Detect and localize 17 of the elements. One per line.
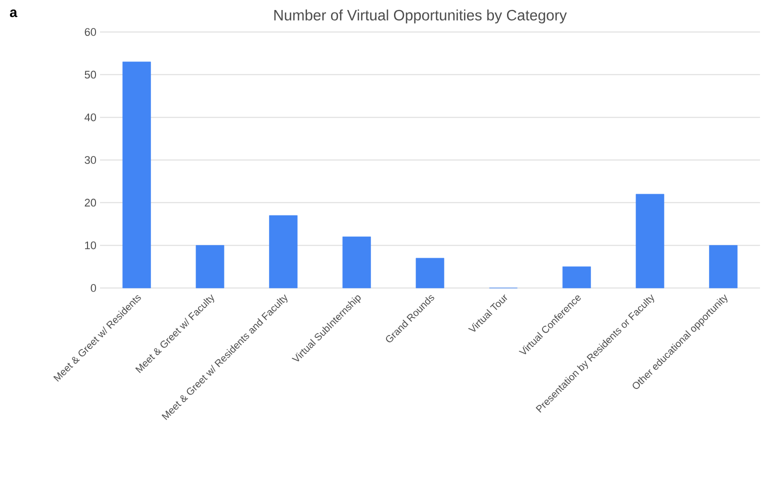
y-tick-label: 10 xyxy=(85,241,96,250)
y-tick-label: 0 xyxy=(90,284,96,292)
y-tick-label: 40 xyxy=(84,113,96,122)
bar xyxy=(416,258,444,288)
y-tick-label: 30 xyxy=(84,156,96,164)
bar xyxy=(709,245,738,288)
text: a xyxy=(10,10,18,18)
bar xyxy=(122,62,151,288)
bar xyxy=(269,215,298,288)
y-tick-label: 50 xyxy=(84,70,96,79)
y-tick-label: 60 xyxy=(84,28,96,36)
bar xyxy=(636,194,664,288)
bar xyxy=(342,236,371,288)
y-tick-label: 20 xyxy=(84,198,96,207)
bar xyxy=(196,245,224,288)
chart-title: Number of Virtual Opportunities by Category xyxy=(274,10,567,24)
bar xyxy=(562,266,591,288)
